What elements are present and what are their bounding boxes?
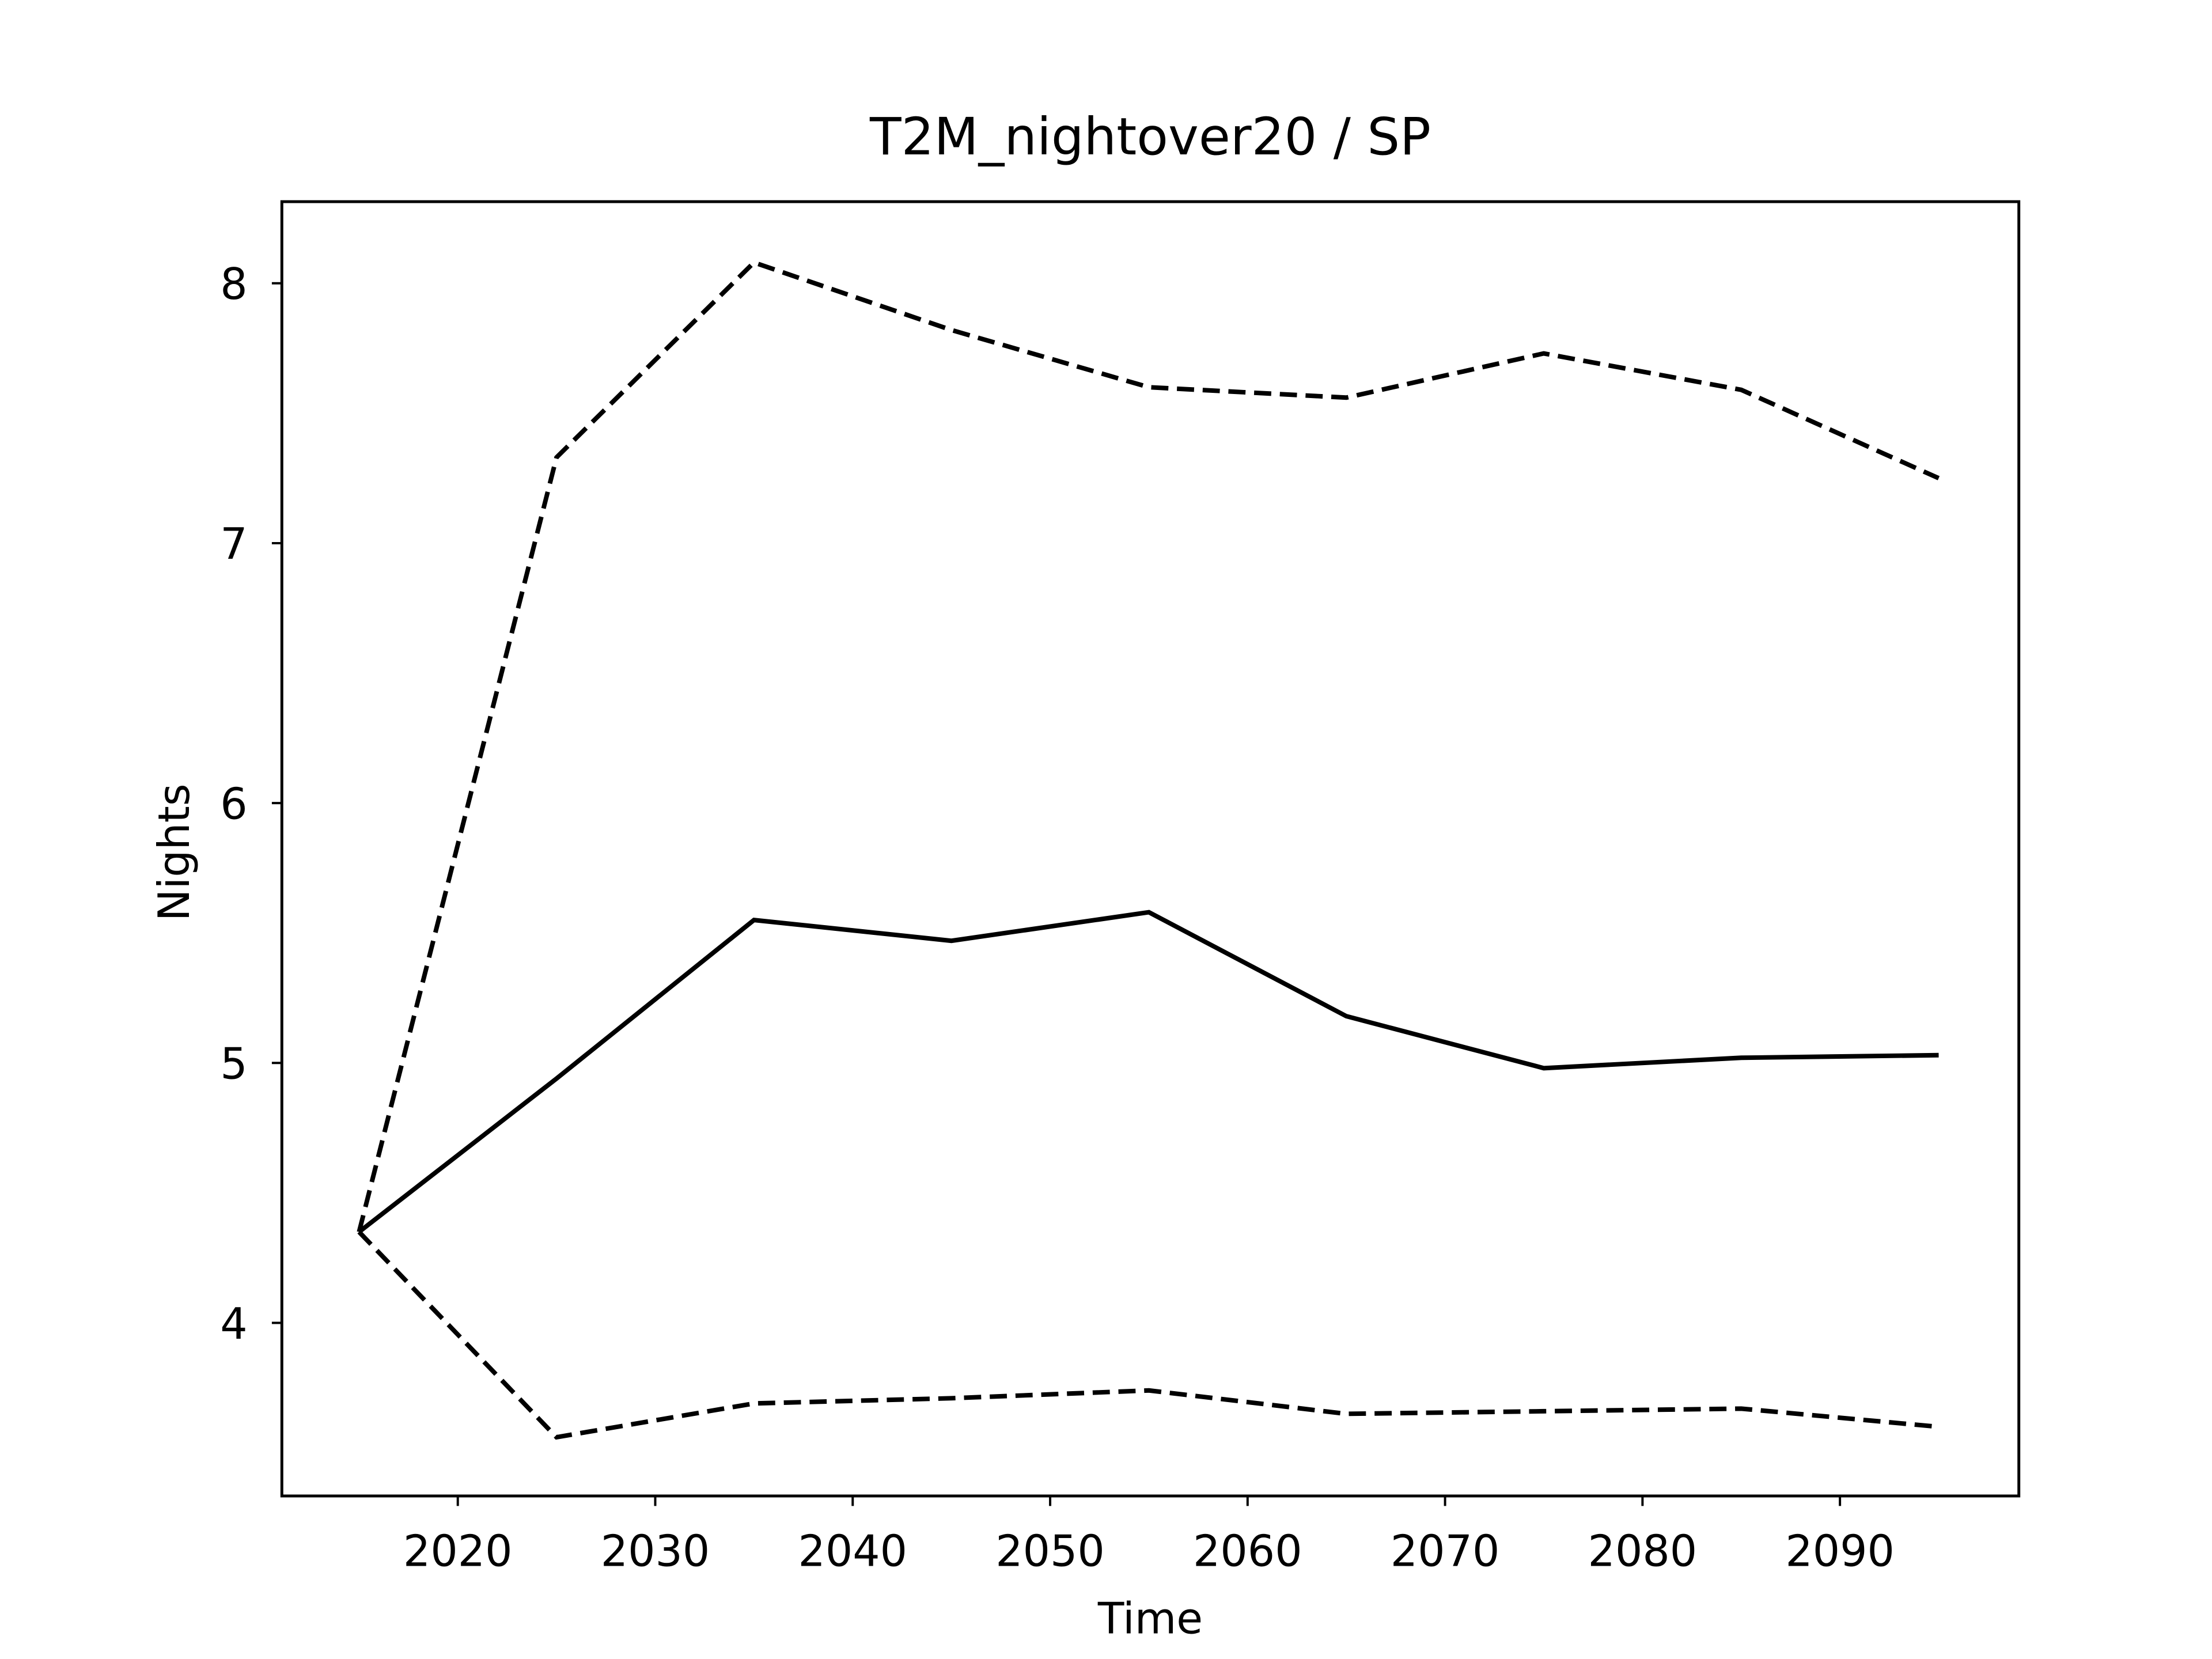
x-tick-label: 2050 <box>995 1527 1105 1577</box>
x-tick-label: 2070 <box>1391 1527 1500 1577</box>
x-tick-label: 2080 <box>1588 1527 1698 1577</box>
y-tick-label: 6 <box>220 779 247 829</box>
y-tick-label: 8 <box>220 259 247 309</box>
y-tick-label: 7 <box>220 519 247 569</box>
y-tick-label: 4 <box>220 1299 247 1349</box>
y-axis-label: Nights <box>149 783 199 921</box>
x-tick-label: 2040 <box>798 1527 907 1577</box>
plot-frame <box>280 200 2021 1498</box>
y-tick-label: 5 <box>220 1039 247 1089</box>
x-tick-label: 2030 <box>601 1527 710 1577</box>
x-axis-label: Time <box>1097 1593 1203 1643</box>
chart-title: T2M_nightover20 / SP <box>869 107 1431 167</box>
x-tick-label: 2060 <box>1193 1527 1302 1577</box>
series-line <box>357 260 1940 1233</box>
series-line <box>357 1230 1939 1440</box>
x-tick-label: 2020 <box>403 1527 513 1577</box>
series-line <box>357 910 1939 1234</box>
x-tick-label: 2090 <box>1785 1527 1895 1577</box>
